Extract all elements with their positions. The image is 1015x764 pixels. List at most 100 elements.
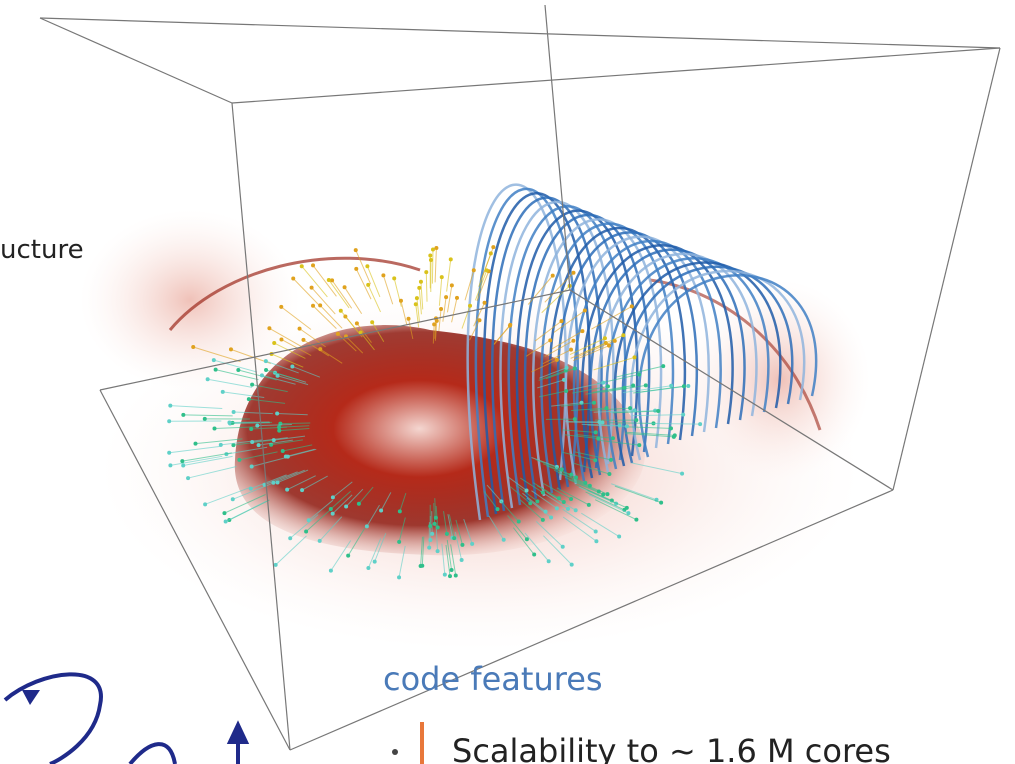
seed-point: [460, 558, 464, 562]
seed-point: [301, 338, 305, 342]
seed-point: [227, 421, 231, 425]
seed-point: [311, 304, 315, 308]
seed-point: [255, 424, 259, 428]
seed-point: [630, 304, 634, 308]
seed-point: [573, 417, 577, 421]
seed-point: [626, 511, 630, 515]
seed-point: [547, 559, 551, 563]
seed-point: [609, 458, 613, 462]
seed-point: [381, 273, 385, 277]
seed-point: [571, 339, 575, 343]
seed-point: [357, 502, 361, 506]
seed-point: [250, 383, 254, 387]
seed-point: [517, 520, 521, 524]
edge: [893, 48, 1000, 490]
seed-point: [373, 560, 377, 564]
seed-point: [449, 257, 453, 261]
seed-point: [221, 390, 225, 394]
seed-point: [483, 301, 487, 305]
seed-point: [310, 286, 314, 290]
seed-point: [407, 317, 411, 321]
seed-point: [637, 443, 641, 447]
seed-point: [633, 408, 637, 412]
seed-point: [304, 530, 308, 534]
seed-point: [450, 283, 454, 287]
seed-point: [603, 336, 607, 340]
seed-point: [267, 326, 271, 330]
seed-point: [544, 510, 548, 514]
seed-point: [628, 406, 632, 410]
seed-point: [318, 539, 322, 543]
seed-point: [307, 518, 311, 522]
seed-point: [206, 377, 210, 381]
seed-point: [232, 410, 236, 414]
seed-point: [298, 327, 302, 331]
seed-point: [477, 318, 481, 322]
seed-point: [605, 492, 609, 496]
seed-point: [336, 332, 340, 336]
seed-point: [452, 536, 456, 540]
seed-point: [260, 373, 264, 377]
seed-point: [625, 424, 629, 428]
seed-point: [167, 419, 171, 423]
seed-point: [502, 538, 506, 542]
seed-point: [532, 553, 536, 557]
seed-point: [250, 440, 254, 444]
seed-point: [562, 500, 566, 504]
seed-point: [398, 509, 402, 513]
seed-point: [669, 384, 673, 388]
seed-point: [569, 497, 573, 501]
side-text: ucture: [0, 235, 84, 265]
seed-point: [257, 443, 261, 447]
bullet-text: Scalability to ~ 1.6 M cores: [452, 732, 891, 764]
seed-point: [634, 518, 638, 522]
seed-point: [601, 381, 605, 385]
seed-point: [594, 430, 598, 434]
seed-point: [193, 442, 197, 446]
seed-stroke: [432, 249, 433, 283]
seed-point: [399, 299, 403, 303]
seed-point: [212, 358, 216, 362]
seed-point: [551, 274, 555, 278]
seed-point: [508, 323, 512, 327]
seed-point: [681, 413, 685, 417]
seed-point: [661, 364, 665, 368]
seed-point: [300, 488, 304, 492]
seed-point: [698, 422, 702, 426]
seed-point: [281, 449, 285, 453]
seed-point: [659, 501, 663, 505]
seed-point: [656, 409, 660, 413]
seed-point: [311, 263, 315, 267]
seed-point: [562, 378, 566, 382]
seed-point: [428, 524, 432, 528]
seed-point: [606, 384, 610, 388]
seed-point: [596, 436, 600, 440]
seed-point: [618, 423, 622, 427]
seed-point: [637, 372, 641, 376]
seed-point: [354, 248, 358, 252]
seed-point: [366, 283, 370, 287]
sketch-arrow: [22, 690, 40, 705]
seed-point: [439, 307, 443, 311]
seed-point: [580, 329, 584, 333]
seed-point: [276, 374, 280, 378]
seed-point: [428, 538, 432, 542]
seed-point: [555, 358, 559, 362]
seed-point: [365, 264, 369, 268]
seed-point: [264, 368, 268, 372]
seed-point: [290, 364, 294, 368]
seed-point: [535, 499, 539, 503]
seed-point: [592, 401, 596, 405]
seed-point: [468, 304, 472, 308]
seed-point: [472, 268, 476, 272]
seed-point: [250, 465, 254, 469]
seed-point: [634, 418, 638, 422]
seed-point: [566, 507, 570, 511]
seed-point: [433, 522, 437, 526]
sketch-arrow: [230, 725, 246, 764]
seed-point: [370, 320, 374, 324]
seed-point: [329, 507, 333, 511]
seed-point: [436, 549, 440, 553]
seed-point: [431, 247, 435, 251]
seed-point: [594, 529, 598, 533]
